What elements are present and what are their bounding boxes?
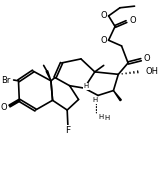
Text: O: O [129,16,136,25]
Text: O: O [144,54,150,63]
Text: O: O [1,103,7,112]
Text: H: H [83,84,89,89]
Text: O: O [100,11,107,20]
Text: F: F [65,126,70,135]
Polygon shape [46,71,51,81]
Polygon shape [113,90,121,101]
Text: H: H [105,115,110,121]
Text: H: H [92,97,97,103]
Text: H: H [99,113,104,120]
Text: O: O [100,36,107,45]
Text: Br: Br [2,75,11,84]
Text: OH: OH [146,67,159,76]
